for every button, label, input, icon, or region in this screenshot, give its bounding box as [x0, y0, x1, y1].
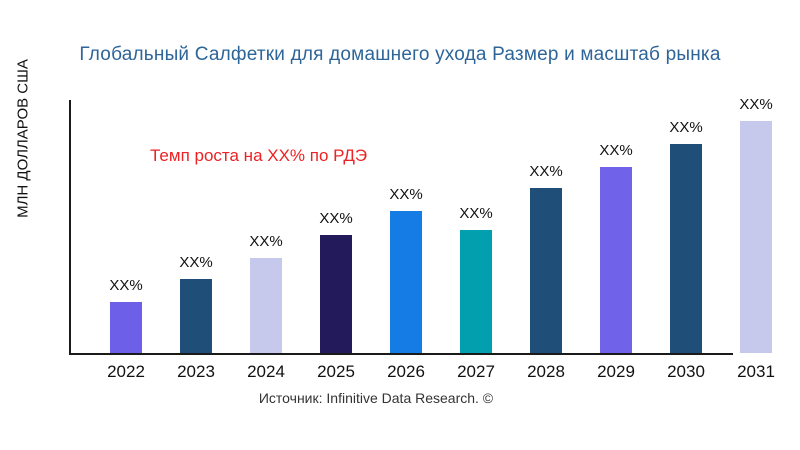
x-tick-label-2030: 2030	[667, 362, 705, 381]
x-tick-label-2024: 2024	[247, 362, 285, 381]
bar-2028	[530, 188, 562, 353]
x-axis-line	[69, 353, 733, 355]
bar-group-2025: XX% 2025	[317, 100, 355, 381]
x-tick-label-2029: 2029	[597, 362, 635, 381]
bar-group-2023: XX% 2023	[177, 100, 215, 381]
bar-group-2024: XX% 2024	[247, 100, 285, 381]
plot-area: XX% 2022 XX% 2023 XX% 2024 XX% 2025 XX% 2026 XX% 20…	[70, 96, 790, 381]
x-tick-label-2025: 2025	[317, 362, 355, 381]
bar-2024	[250, 257, 282, 353]
bar-value-label-2026: XX%	[389, 186, 423, 204]
bar-group-2030: XX% 2030	[667, 100, 705, 381]
bar-value-label-2031: XX%	[739, 96, 773, 113]
bar-value-label-2029: XX%	[599, 142, 633, 160]
bar-group-2028: XX% 2028	[527, 100, 565, 381]
bar-value-label-2022: XX%	[109, 276, 143, 294]
bar-2030	[670, 144, 702, 353]
bar-group-2022: XX% 2022	[107, 100, 145, 381]
bar-value-label-2027: XX%	[459, 205, 493, 223]
bar-value-label-2028: XX%	[529, 163, 563, 181]
bar-2027	[460, 230, 492, 353]
bar-value-label-2030: XX%	[669, 119, 703, 137]
bar-group-2029: XX% 2029	[597, 100, 635, 381]
y-axis-label: МЛН ДОЛЛАРОВ США	[14, 59, 32, 218]
x-tick-label-2027: 2027	[457, 362, 495, 381]
x-tick-label-2026: 2026	[387, 362, 425, 381]
growth-rate-annotation: Темп роста на XX% по РДЭ	[150, 146, 368, 165]
bar-2025	[320, 234, 352, 353]
bar-2023	[180, 278, 212, 353]
bar-2026	[390, 211, 422, 353]
bar-2031	[740, 121, 772, 353]
bar-value-label-2023: XX%	[179, 253, 213, 271]
bar-group-2027: XX% 2027	[457, 100, 495, 381]
x-tick-label-2023: 2023	[177, 362, 215, 381]
bar-group-2026: XX% 2026	[387, 100, 425, 381]
bar-group-2031: XX% 2031	[737, 96, 775, 381]
x-tick-label-2031: 2031	[737, 362, 775, 381]
y-axis-line	[69, 100, 71, 355]
bar-value-label-2025: XX%	[319, 209, 353, 227]
bar-2022	[110, 301, 142, 353]
bar-value-label-2024: XX%	[249, 232, 283, 250]
x-tick-label-2028: 2028	[527, 362, 565, 381]
bar-2029	[600, 167, 632, 353]
source-note: Источник: Infinitive Data Research. ©	[258, 390, 494, 406]
x-tick-label-2022: 2022	[107, 362, 145, 381]
chart-title: Глобальный Салфетки для домашнего ухода …	[79, 44, 721, 65]
